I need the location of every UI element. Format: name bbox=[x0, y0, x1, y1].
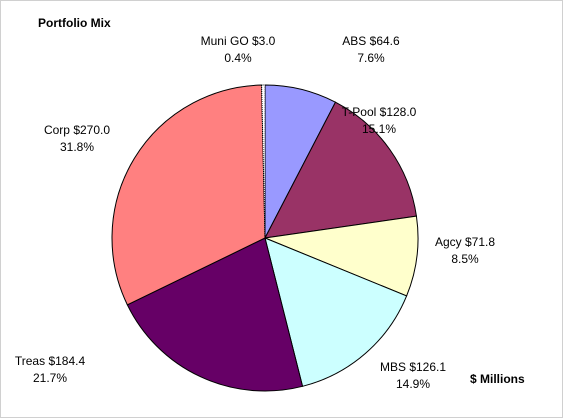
slice-category: Muni GO bbox=[201, 34, 249, 48]
slice-category: Agcy bbox=[435, 235, 462, 249]
slice-percent-label: 7.6% bbox=[357, 51, 385, 65]
pie-slice bbox=[261, 84, 266, 239]
pie-slice bbox=[264, 237, 408, 387]
slice-category: ABS bbox=[342, 34, 366, 48]
slice-percent-label: 31.8% bbox=[60, 140, 94, 154]
pie-slice bbox=[111, 84, 266, 306]
slice-percent-label: 0.4% bbox=[224, 51, 252, 65]
slice-value-label: $71.8 bbox=[465, 235, 495, 249]
slice-value-label: $270.0 bbox=[73, 123, 110, 137]
slice-percent-label: 14.9% bbox=[396, 377, 430, 391]
slice-label: Treas $184.4 bbox=[15, 354, 86, 368]
slice-value-label: $126.1 bbox=[409, 360, 446, 374]
slice-label: Muni GO $3.0 bbox=[201, 34, 276, 48]
slice-value-label: $3.0 bbox=[252, 34, 276, 48]
slice-percent-label: 8.5% bbox=[451, 252, 479, 266]
slice-label: T-Pool $128.0 bbox=[342, 105, 417, 119]
slice-category: Corp bbox=[44, 123, 70, 137]
slice-percent-label: 15.1% bbox=[362, 122, 396, 136]
slice-category: MBS bbox=[380, 360, 406, 374]
pie-slice bbox=[126, 237, 304, 392]
slice-label: ABS $64.6 bbox=[342, 34, 400, 48]
pie-slice bbox=[264, 101, 417, 239]
slice-label: Agcy $71.8 bbox=[435, 235, 495, 249]
slice-value-label: $128.0 bbox=[380, 105, 417, 119]
slice-label: Corp $270.0 bbox=[44, 123, 110, 137]
slice-label: MBS $126.1 bbox=[380, 360, 446, 374]
chart-title: Portfolio Mix bbox=[38, 16, 111, 30]
slice-value-label: $64.6 bbox=[370, 34, 400, 48]
slice-value-label: $184.4 bbox=[48, 354, 85, 368]
slice-category: T-Pool bbox=[342, 105, 377, 119]
unit-label: $ Millions bbox=[470, 372, 525, 386]
slice-percent-label: 21.7% bbox=[33, 371, 67, 385]
slice-category: Treas bbox=[15, 354, 45, 368]
